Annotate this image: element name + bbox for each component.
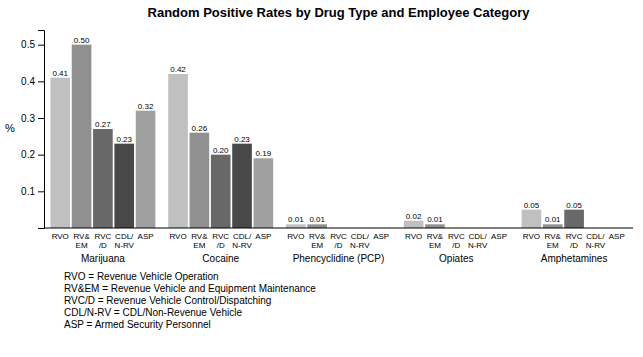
footnote: ASP = Armed Security Personnel (64, 319, 211, 330)
data-label: 0.50 (74, 36, 90, 45)
data-label: 0.42 (170, 65, 186, 74)
x-tick-label: RVC/D (448, 232, 465, 250)
y-tick-label: 0.4 (21, 76, 35, 87)
bar (522, 210, 542, 228)
x-tick-label: RVO (287, 232, 304, 241)
footnote: RVO = Revenue Vehicle Operation (64, 271, 219, 282)
x-tick-label: RVO (405, 232, 422, 241)
x-tick-label: RVC/D (95, 232, 112, 250)
group-label: Amphetamines (541, 253, 608, 264)
y-tick: 0.3 (21, 113, 44, 124)
x-tick-label: RV&EM (309, 232, 326, 250)
y-tick: 0.5 (21, 39, 44, 50)
x-tick-label: RVO (52, 232, 69, 241)
data-label: 0.23 (234, 135, 250, 144)
x-tick-label: CDL/N-RV (115, 232, 135, 250)
group-label: Phencyclidine (PCP) (293, 253, 385, 264)
group-label: Cocaine (202, 253, 239, 264)
data-label: 0.27 (95, 120, 111, 129)
y-tick-mark (38, 45, 44, 46)
x-tick-label: ASP (138, 232, 154, 241)
y-tick-mark (38, 81, 44, 82)
data-label: 0.01 (288, 215, 304, 224)
bar (307, 224, 327, 228)
x-tick-label: CDL/N-RV (586, 232, 606, 250)
data-label: 0.23 (116, 135, 132, 144)
footnote: RVC/D = Revenue Vehicle Control/Dispatch… (64, 295, 271, 306)
group-labels: Marijuana Cocaine Phencyclidine (PCP) Opiat… (81, 253, 608, 264)
bar (168, 74, 188, 228)
x-tick-label: ASP (491, 232, 507, 241)
y-tick: 0.4 (21, 76, 44, 87)
y-tick-mark (38, 191, 44, 192)
x-tick-label: RV&EM (73, 232, 90, 250)
data-label: 0.41 (52, 69, 68, 78)
x-axis-line (44, 228, 633, 229)
x-tick-label: CDL/N-RV (468, 232, 488, 250)
data-label: 0.01 (427, 215, 443, 224)
bar (136, 111, 156, 228)
bar (114, 144, 134, 228)
y-axis: 0.1 0.2 0.3 0.4 0.5 (21, 31, 44, 229)
data-label: 0.26 (192, 124, 208, 133)
bars (50, 45, 583, 228)
data-label: 0.01 (545, 215, 561, 224)
data-label: 0.19 (256, 149, 272, 158)
bar (190, 133, 210, 228)
x-tick-label: RVC/D (566, 232, 583, 250)
footnote: CDL/N-RV = CDL/Non-Revenue Vehicle (64, 307, 242, 318)
title: Random Positive Rates by Drug Type and E… (148, 5, 531, 20)
bar (286, 224, 306, 228)
bar (254, 158, 274, 228)
y-tick-mark (38, 155, 44, 156)
x-tick-label: RVO (523, 232, 540, 241)
x-tick-label: CDL/N-RV (350, 232, 370, 250)
bar (232, 144, 252, 228)
chart: Random Positive Rates by Drug Type and E… (0, 0, 643, 357)
bar (93, 129, 113, 228)
group-label: Opiates (439, 253, 473, 264)
data-label: 0.01 (309, 215, 325, 224)
x-tick-label: RVC/D (212, 232, 229, 250)
bar (211, 155, 231, 228)
x-tick-labels: RVORV&EMRVC/DCDL/N-RVASPRVORV&EMRVC/DCDL… (52, 232, 625, 250)
bar (50, 78, 70, 228)
bar (72, 45, 92, 228)
bar (543, 224, 563, 228)
data-label: 0.20 (213, 146, 229, 155)
data-labels: 0.41 0.42 0.01 0.02 0.05 0.50 0.26 0.01 0.01 0.01… (52, 36, 582, 225)
y-tick-label: 0.3 (21, 113, 35, 124)
x-tick-label: ASP (255, 232, 271, 241)
data-label: 0.02 (406, 212, 422, 221)
bar (564, 210, 584, 228)
data-label: 0.32 (138, 102, 154, 111)
x-tick-label: ASP (373, 232, 389, 241)
y-tick-label: 0.1 (21, 186, 35, 197)
x-tick-label: ASP (609, 232, 625, 241)
footnote: RV&EM = Revenue Vehicle and Equipment Ma… (64, 283, 316, 294)
y-tick: 0.2 (21, 149, 44, 160)
x-tick-label: CDL/N-RV (232, 232, 252, 250)
data-label: 0.05 (566, 201, 582, 210)
group-label: Marijuana (81, 253, 125, 264)
x-tick-label: RVO (169, 232, 186, 241)
x-tick-label: RVC/D (330, 232, 347, 250)
y-tick-mark (38, 118, 44, 119)
footnotes: RVO = Revenue Vehicle OperationRV&EM = R… (64, 271, 316, 330)
y-tick-label: 0.5 (21, 39, 35, 50)
y-axis-label: % (5, 122, 15, 134)
x-tick-label: RV&EM (191, 232, 208, 250)
y-axis-line (38, 31, 45, 229)
data-label: 0.05 (524, 201, 540, 210)
y-tick: 0.1 (21, 186, 44, 197)
x-tick-label: RV&EM (427, 232, 444, 250)
x-tick-label: RV&EM (545, 232, 562, 250)
y-tick-label: 0.2 (21, 149, 35, 160)
bar (425, 224, 445, 228)
bar (404, 221, 424, 228)
